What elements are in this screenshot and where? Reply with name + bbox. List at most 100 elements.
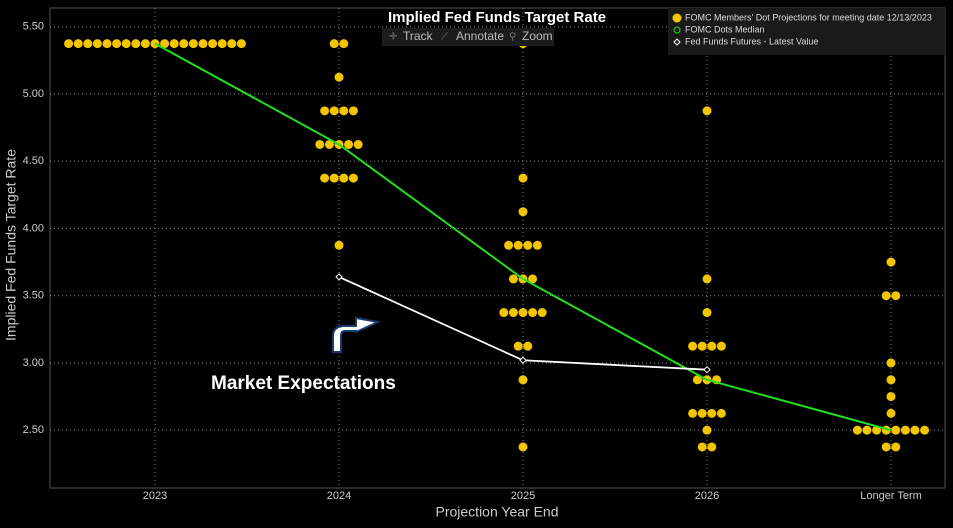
dot (334, 240, 344, 250)
x-tick-label: 2025 (511, 490, 535, 502)
y-tick-label: 5.00 (23, 88, 44, 100)
dot (688, 341, 698, 351)
dot (236, 39, 246, 49)
x-tick-label: Longer Term (860, 490, 922, 502)
y-tick-label: 3.50 (23, 290, 44, 302)
dot (532, 240, 542, 250)
legend-label: Fed Funds Futures - Latest Value (685, 36, 818, 46)
dot (504, 240, 514, 250)
dot (872, 425, 882, 435)
toolbar-button[interactable]: Track (403, 29, 434, 43)
diamond-marker (335, 273, 343, 281)
dot (910, 425, 920, 435)
dot (528, 274, 538, 284)
series-line (154, 42, 892, 432)
dot (344, 139, 354, 149)
dot (702, 106, 712, 116)
dot (64, 39, 74, 49)
dot (707, 408, 717, 418)
dot (537, 308, 547, 318)
dot (348, 106, 358, 116)
dot (188, 39, 198, 49)
legend-marker (673, 38, 681, 46)
dot (518, 173, 528, 183)
dot (702, 308, 712, 318)
dot (513, 341, 523, 351)
dot (334, 72, 344, 82)
dot (179, 39, 189, 49)
y-tick-label: 4.50 (23, 155, 44, 167)
toolbar-button[interactable]: Annotate (456, 29, 504, 43)
diamond-marker (703, 365, 711, 374)
dot (697, 341, 707, 351)
toolbar-icon: ⟋ (441, 32, 448, 43)
dot (523, 240, 533, 250)
dot (339, 39, 349, 49)
y-tick-label: 3.00 (23, 357, 44, 369)
dot (329, 106, 339, 116)
dot (891, 425, 901, 435)
dot (92, 39, 102, 49)
chart-title: Implied Fed Funds Target Rate (388, 9, 606, 26)
toolbar-button[interactable]: Zoom (522, 29, 553, 43)
dot (329, 39, 339, 49)
dot (707, 341, 717, 351)
dot (140, 39, 150, 49)
dot (692, 375, 702, 385)
dot (886, 358, 896, 368)
annotation: Market Expectations (211, 373, 396, 394)
dot (881, 291, 891, 301)
x-tick-label: 2023 (143, 490, 167, 502)
dot (697, 442, 707, 452)
dot (523, 341, 533, 351)
dot (707, 442, 717, 452)
dot (886, 392, 896, 402)
dot (329, 173, 339, 183)
dot (862, 425, 872, 435)
x-tick-label: 2026 (695, 490, 719, 502)
dot (518, 207, 528, 217)
dot (716, 408, 726, 418)
legend-box (668, 8, 945, 55)
dot (852, 425, 862, 435)
y-tick-label: 2.50 (23, 424, 44, 436)
dot (886, 375, 896, 385)
dot (513, 240, 523, 250)
dot (315, 139, 325, 149)
arrow-icon (332, 316, 382, 353)
y-tick-label: 4.00 (23, 222, 44, 234)
dot (348, 173, 358, 183)
dot (73, 39, 83, 49)
dot (131, 39, 141, 49)
dot (339, 106, 349, 116)
dot (169, 39, 179, 49)
dot (881, 442, 891, 452)
toolbar (382, 28, 554, 46)
dot (920, 425, 930, 435)
dot (702, 425, 712, 435)
dot (508, 308, 518, 318)
dot (339, 173, 349, 183)
legend-label: FOMC Members' Dot Projections for meetin… (685, 12, 932, 22)
dot (688, 408, 698, 418)
dot (217, 39, 227, 49)
dot (112, 39, 122, 49)
dot (227, 39, 237, 49)
dot (697, 408, 707, 418)
y-tick-label: 5.50 (23, 21, 44, 33)
toolbar-icon: ✛ (389, 32, 397, 43)
dot (702, 274, 712, 284)
dot (198, 39, 208, 49)
x-tick-label: 2024 (327, 490, 351, 502)
dot (508, 274, 518, 284)
plot-frame (49, 7, 946, 489)
dot (102, 39, 112, 49)
dot (518, 308, 528, 318)
dot (499, 308, 509, 318)
dot (353, 139, 363, 149)
dot (891, 442, 901, 452)
dot (900, 425, 910, 435)
legend-marker (673, 26, 681, 34)
